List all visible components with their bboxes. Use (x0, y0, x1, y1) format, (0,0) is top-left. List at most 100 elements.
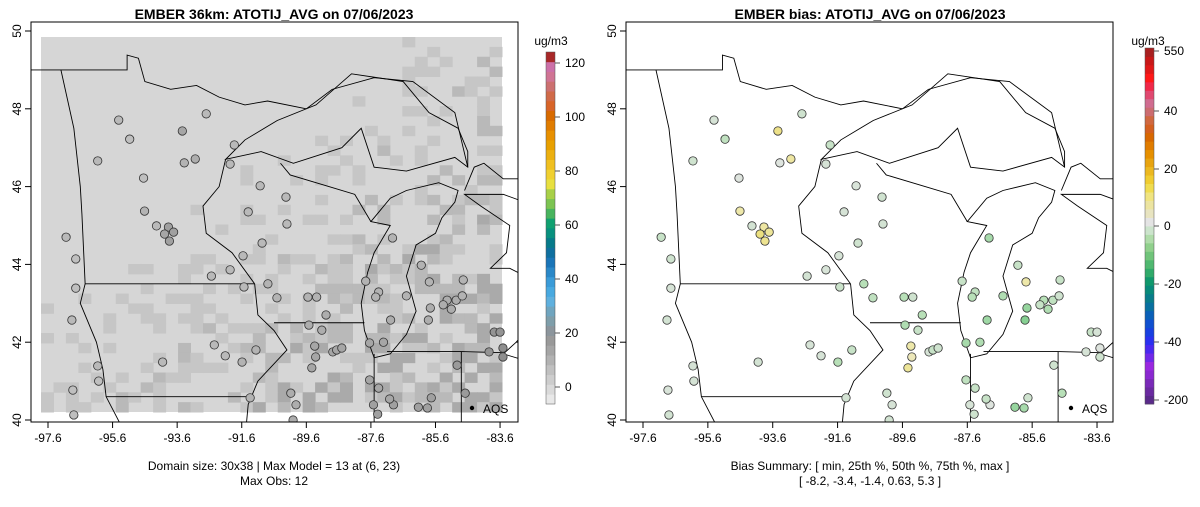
model-grid-cell (464, 293, 478, 304)
model-grid-cell (377, 293, 391, 304)
model-grid-cell (302, 352, 316, 364)
x-tick-label: -89.6 (889, 431, 917, 445)
model-grid-cell (414, 323, 428, 334)
model-grid-cell (489, 165, 503, 176)
site-marker (286, 388, 296, 398)
model-grid-cell (240, 293, 254, 304)
model-grid-cell (315, 214, 329, 225)
model-grid-cell (414, 283, 428, 295)
model-grid-cell (202, 303, 216, 314)
model-grid-cell (402, 333, 416, 344)
model-grid-cell (290, 175, 304, 186)
colorbar-swatch (1145, 56, 1154, 66)
model-grid-cell (290, 254, 304, 265)
colorbar-swatch (546, 110, 555, 121)
site-marker (984, 233, 994, 243)
model-grid-cell (215, 333, 229, 344)
y-tick-label: 46 (10, 180, 24, 194)
site-marker (735, 206, 745, 216)
model-grid-cell (190, 323, 204, 334)
model-grid-cell (240, 214, 254, 225)
model-grid-cell (402, 37, 416, 48)
colorbar-swatch (546, 286, 555, 297)
site-marker (970, 383, 980, 393)
model-grid-cell (190, 402, 204, 413)
colorbar-tick-label: 0 (1164, 219, 1171, 233)
colorbar-swatch (546, 169, 555, 180)
site-marker (666, 283, 676, 293)
site-marker (61, 232, 71, 242)
site-marker (967, 292, 977, 302)
site-marker (834, 251, 844, 261)
site-marker (851, 181, 861, 191)
panel-title: EMBER 36km: ATOTIJ_AVG on 07/06/2023 (135, 6, 414, 22)
site-marker (225, 159, 235, 169)
model-grid-cell (364, 333, 378, 344)
model-grid-cell (302, 392, 316, 403)
model-grid-cell (265, 234, 279, 245)
model-grid-cell (140, 382, 154, 393)
site-marker (841, 393, 851, 403)
model-grid-cell (190, 263, 204, 275)
model-grid-cell (78, 293, 92, 304)
model-grid-cell (115, 402, 129, 413)
model-grid-cell (352, 204, 366, 216)
site-marker (159, 229, 170, 239)
bias-map-panel: EMBER bias: ATOTIJ_AVG on 07/06/2023 -97… (605, 6, 1188, 488)
model-grid-cell (414, 56, 428, 68)
model-grid-cell (452, 224, 466, 235)
site-marker (151, 221, 162, 231)
model-grid-cell (315, 194, 329, 206)
model-grid-cell (178, 362, 192, 374)
model-grid-cell (427, 342, 441, 354)
model-grid-cell (427, 402, 441, 413)
site-marker (753, 357, 763, 367)
site-markers (656, 109, 1105, 422)
model-grid-cell (202, 323, 216, 334)
model-grid-cell (140, 313, 154, 324)
model-grid-cell (315, 135, 329, 147)
site-marker (981, 394, 991, 404)
boundary-line (246, 283, 288, 422)
y-tick-label: 50 (10, 24, 24, 38)
model-grid-cell (340, 273, 353, 285)
model-grid-cell (477, 333, 491, 344)
model-grid-cell (402, 342, 416, 354)
colorbar-swatch (546, 120, 555, 131)
model-grid-cell (364, 125, 378, 137)
site-marker (1095, 343, 1105, 353)
site-marker (206, 271, 216, 281)
model-grid-cell (402, 66, 416, 77)
site-marker (734, 173, 744, 183)
model-grid-cell (389, 333, 403, 344)
model-grid-cell (477, 303, 491, 314)
model-grid-cell (277, 392, 291, 403)
model-grid-cell (315, 263, 329, 275)
boundary-line (464, 162, 518, 191)
model-grid-cell (427, 273, 441, 285)
model-grid-cell (103, 323, 117, 334)
model-grid-cell (352, 244, 366, 255)
model-grid-cell (414, 382, 428, 393)
colorbar-swatch (1145, 327, 1154, 337)
site-marker (71, 254, 81, 264)
site-marker (495, 327, 505, 337)
colorbar-swatch (1145, 310, 1154, 320)
model-grid-cell (340, 263, 353, 275)
model-grid-cell (202, 283, 216, 295)
model-grid-cell (439, 106, 453, 117)
model-grid-cell (352, 96, 366, 107)
site-marker (760, 236, 770, 246)
colorbar-tick-label: 0 (565, 380, 572, 394)
colorbar-swatch (1145, 302, 1154, 312)
model-grid-cell (377, 342, 391, 354)
boundary-line (60, 69, 86, 284)
boundary-line (306, 77, 469, 168)
model-grid-cell (265, 362, 279, 374)
model-grid-cell (439, 234, 453, 245)
boundary-line (841, 283, 884, 422)
colorbar-tick-label: 550 (1164, 44, 1184, 58)
colorbar-swatch (546, 257, 555, 268)
colorbar-swatch (1145, 141, 1154, 151)
model-grid-cell (402, 244, 416, 255)
